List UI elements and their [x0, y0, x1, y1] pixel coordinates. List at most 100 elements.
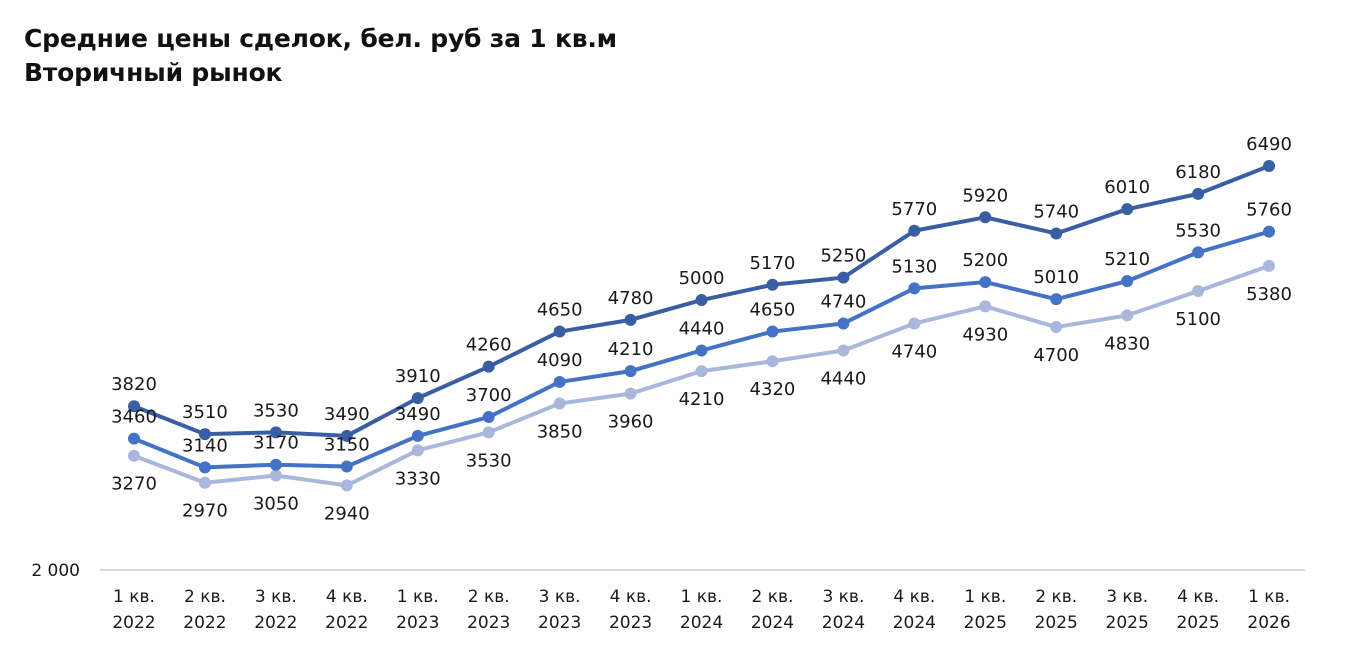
x-tick-year: 2023 — [609, 613, 652, 633]
data-point-marker — [482, 360, 495, 373]
data-label: 5210 — [1104, 249, 1150, 270]
data-label: 3960 — [608, 412, 654, 433]
data-point-marker — [553, 397, 566, 410]
data-point-marker — [482, 426, 495, 439]
data-label: 4650 — [750, 300, 796, 321]
data-point-marker — [1121, 309, 1134, 322]
data-point-marker — [553, 375, 566, 388]
data-point-marker — [411, 444, 424, 457]
data-label: 3910 — [395, 366, 441, 387]
x-tick-quarter: 1 кв. — [964, 587, 1006, 607]
data-label: 5770 — [891, 199, 937, 220]
data-label: 4260 — [466, 335, 512, 356]
data-label: 3050 — [253, 494, 299, 515]
data-point-marker — [1192, 246, 1205, 259]
data-point-marker — [269, 469, 282, 482]
x-tick-year: 2023 — [538, 613, 581, 633]
data-point-marker — [624, 387, 637, 400]
data-point-marker — [128, 449, 140, 462]
x-tick-year: 2025 — [1106, 613, 1149, 633]
data-label: 6180 — [1175, 162, 1221, 183]
data-label: 5000 — [679, 268, 725, 289]
x-tick-quarter: 3 кв. — [1106, 587, 1148, 607]
data-point-marker — [553, 325, 566, 338]
data-point-marker — [908, 317, 921, 330]
data-label: 3330 — [395, 468, 441, 489]
x-tick-quarter: 3 кв. — [539, 587, 581, 607]
x-tick-year: 2024 — [680, 613, 723, 633]
data-point-marker — [1263, 259, 1276, 272]
data-point-marker — [837, 317, 850, 330]
data-point-marker — [340, 479, 353, 492]
x-tick-year: 2024 — [822, 613, 865, 633]
data-point-marker — [1121, 203, 1134, 216]
data-label: 3530 — [466, 450, 512, 471]
data-label: 4650 — [537, 300, 583, 321]
data-label: 5920 — [962, 185, 1008, 206]
series-group — [128, 159, 1276, 492]
x-tick-year: 2025 — [1035, 613, 1078, 633]
x-tick-quarter: 1 кв. — [397, 587, 439, 607]
x-tick-year: 2025 — [1176, 613, 1219, 633]
data-label: 4930 — [962, 324, 1008, 345]
y-axis-tick-label: 2 000 — [31, 561, 80, 581]
data-point-marker — [695, 344, 708, 357]
data-point-marker — [340, 460, 353, 473]
data-point-marker — [766, 278, 779, 291]
data-point-marker — [837, 344, 850, 357]
data-point-marker — [979, 276, 992, 289]
x-tick-year: 2023 — [467, 613, 510, 633]
x-tick-year: 2026 — [1247, 613, 1290, 633]
data-label: 3270 — [111, 474, 157, 495]
data-label: 4440 — [820, 368, 866, 389]
data-point-marker — [411, 429, 424, 442]
x-tick-quarter: 2 кв. — [751, 587, 793, 607]
data-point-marker — [979, 211, 992, 224]
data-label: 4090 — [537, 350, 583, 371]
data-point-marker — [269, 426, 282, 439]
data-label: 4700 — [1033, 345, 1079, 366]
data-point-marker — [1050, 227, 1063, 240]
data-label: 3850 — [537, 422, 583, 443]
x-tick-quarter: 3 кв. — [822, 587, 864, 607]
data-label: 5130 — [891, 256, 937, 277]
data-point-marker — [198, 461, 211, 474]
chart-title: Средние цены сделок, бел. руб за 1 кв.м … — [24, 22, 617, 90]
x-tick-quarter: 4 кв. — [1177, 587, 1219, 607]
data-label: 3490 — [395, 404, 441, 425]
data-label: 3530 — [253, 400, 299, 421]
x-tick-year: 2024 — [751, 613, 794, 633]
x-tick-quarter: 1 кв. — [681, 587, 723, 607]
data-label: 3170 — [253, 433, 299, 454]
data-label: 2970 — [182, 501, 228, 522]
data-point-marker — [1192, 285, 1205, 298]
data-label: 4210 — [679, 389, 725, 410]
data-label: 2940 — [324, 503, 370, 524]
x-tick-quarter: 1 кв. — [1248, 587, 1290, 607]
x-tick-quarter: 4 кв. — [610, 587, 652, 607]
x-axis-tick-labels: 1 кв. 2022 2 кв. 2022 3 кв. 2022 4 кв. 2022 1 кв… — [112, 587, 1290, 633]
data-label: 3700 — [466, 385, 512, 406]
x-tick-year: 2024 — [893, 613, 936, 633]
data-point-marker — [908, 282, 921, 295]
data-point-marker — [128, 432, 140, 445]
data-point-marker — [269, 458, 282, 471]
data-point-marker — [1263, 225, 1276, 238]
data-label: 4440 — [679, 318, 725, 339]
x-tick-year: 2022 — [325, 613, 368, 633]
data-label: 5170 — [750, 253, 796, 274]
x-tick-year: 2023 — [396, 613, 439, 633]
data-point-marker — [1050, 321, 1063, 334]
x-tick-quarter: 2 кв. — [1035, 587, 1077, 607]
data-point-marker — [766, 355, 779, 368]
data-point-marker — [695, 365, 708, 378]
data-label: 6010 — [1104, 177, 1150, 198]
data-point-marker — [624, 365, 637, 378]
data-label: 5530 — [1175, 220, 1221, 241]
data-label: 4740 — [820, 291, 866, 312]
data-label: 5380 — [1246, 284, 1292, 305]
x-tick-year: 2022 — [254, 613, 297, 633]
chart-title-line2: Вторичный рынок — [24, 58, 283, 87]
x-tick-quarter: 4 кв. — [893, 587, 935, 607]
